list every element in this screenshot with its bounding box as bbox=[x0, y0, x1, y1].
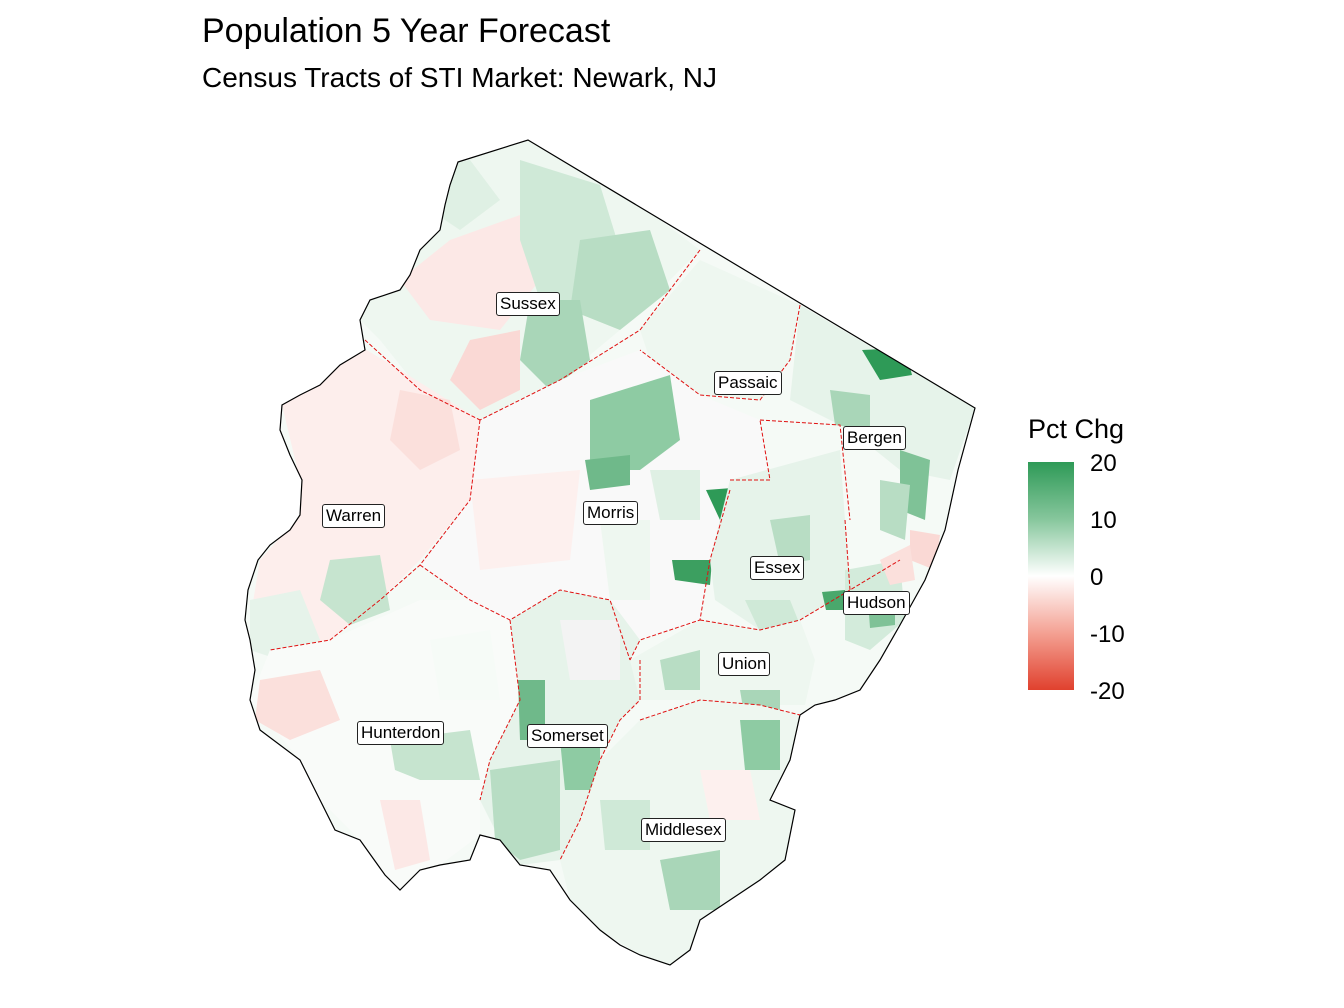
county-label-sussex: Sussex bbox=[496, 292, 560, 316]
county-label-morris: Morris bbox=[583, 501, 639, 525]
legend-title: Pct Chg bbox=[1028, 414, 1125, 444]
legend-tick-minus-10: -10 bbox=[1090, 621, 1125, 648]
map-subtitle: Census Tracts of STI Market: Newark, NJ bbox=[202, 62, 718, 93]
county-label-essex: Essex bbox=[750, 556, 805, 580]
county-label-union: Union bbox=[718, 652, 771, 676]
county-label-middlesex: Middlesex bbox=[641, 818, 726, 842]
county-label-bergen: Bergen bbox=[843, 426, 906, 450]
legend-tick-20: 20 bbox=[1090, 450, 1117, 477]
legend-tick-0: 0 bbox=[1090, 564, 1104, 591]
tract-fill-layer bbox=[245, 140, 975, 965]
county-label-hunterdon: Hunterdon bbox=[357, 721, 445, 745]
legend-color-bar bbox=[1028, 462, 1074, 690]
map-title: Population 5 Year Forecast bbox=[202, 12, 611, 50]
county-label-hudson: Hudson bbox=[843, 591, 910, 615]
legend-tick-minus-20: -20 bbox=[1090, 678, 1125, 705]
county-label-passaic: Passaic bbox=[714, 371, 782, 395]
county-label-somerset: Somerset bbox=[527, 724, 608, 748]
region-outline bbox=[244, 139, 976, 966]
county-borders bbox=[269, 249, 901, 861]
legend-tick-10: 10 bbox=[1090, 507, 1117, 534]
county-label-warren: Warren bbox=[322, 504, 386, 528]
